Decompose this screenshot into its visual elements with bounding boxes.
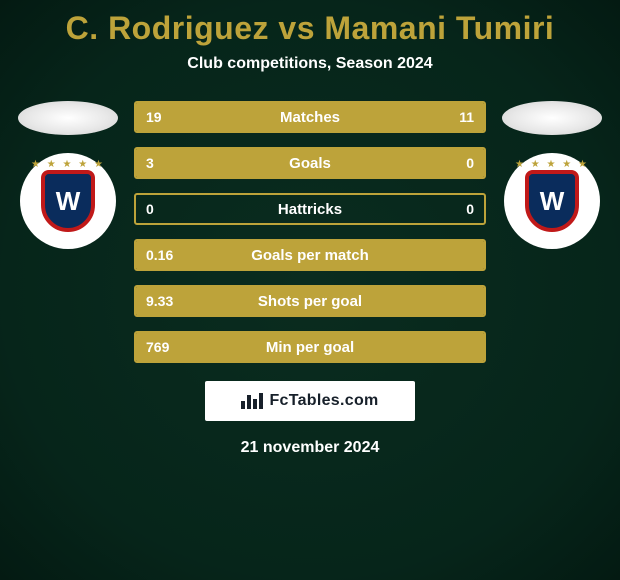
left-crest: ★ ★ ★ ★ ★ W <box>20 153 116 249</box>
player2-name: Mamani Tumiri <box>324 10 554 46</box>
left-crest-shield: W <box>41 170 95 232</box>
stat-label: Goals <box>136 149 484 177</box>
left-crest-stars: ★ ★ ★ ★ ★ <box>31 159 105 170</box>
chart-icon-bar <box>241 401 245 409</box>
right-crest-stars: ★ ★ ★ ★ ★ <box>515 159 589 170</box>
stat-row: 0.16Goals per match <box>134 239 486 271</box>
left-crest-letter: W <box>56 186 81 217</box>
stat-row: 9.33Shots per goal <box>134 285 486 317</box>
right-crest: ★ ★ ★ ★ ★ W <box>504 153 600 249</box>
comparison-card: C. Rodriguez vs Mamani Tumiri Club compe… <box>0 0 620 580</box>
brand-box: FcTables.com <box>205 381 415 421</box>
stat-row: 1911Matches <box>134 101 486 133</box>
right-crest-shield: W <box>525 170 579 232</box>
right-side: ★ ★ ★ ★ ★ W <box>492 101 612 249</box>
page-title: C. Rodriguez vs Mamani Tumiri <box>66 10 555 47</box>
stat-label: Hattricks <box>136 195 484 223</box>
stat-label: Matches <box>136 103 484 131</box>
vs-label: vs <box>278 10 315 46</box>
left-flag <box>18 101 118 135</box>
compare-section: ★ ★ ★ ★ ★ W 1911Matches 30Goals 00Hattrick… <box>0 101 620 363</box>
stat-row: 30Goals <box>134 147 486 179</box>
stat-label: Min per goal <box>136 333 484 361</box>
left-side: ★ ★ ★ ★ ★ W <box>8 101 128 249</box>
right-flag <box>502 101 602 135</box>
stats-list: 1911Matches 30Goals 00Hattricks 0.16Goals p… <box>128 101 492 363</box>
stat-row: 00Hattricks <box>134 193 486 225</box>
chart-icon <box>241 393 263 409</box>
subtitle: Club competitions, Season 2024 <box>187 55 432 73</box>
date-label: 21 november 2024 <box>241 439 380 457</box>
brand-text: FcTables.com <box>269 392 378 410</box>
chart-icon-bar <box>247 395 251 409</box>
chart-icon-bar <box>259 393 263 409</box>
stat-label: Goals per match <box>136 241 484 269</box>
right-crest-letter: W <box>540 186 565 217</box>
chart-icon-bar <box>253 399 257 409</box>
stat-row: 769Min per goal <box>134 331 486 363</box>
player1-name: C. Rodriguez <box>66 10 269 46</box>
stat-label: Shots per goal <box>136 287 484 315</box>
